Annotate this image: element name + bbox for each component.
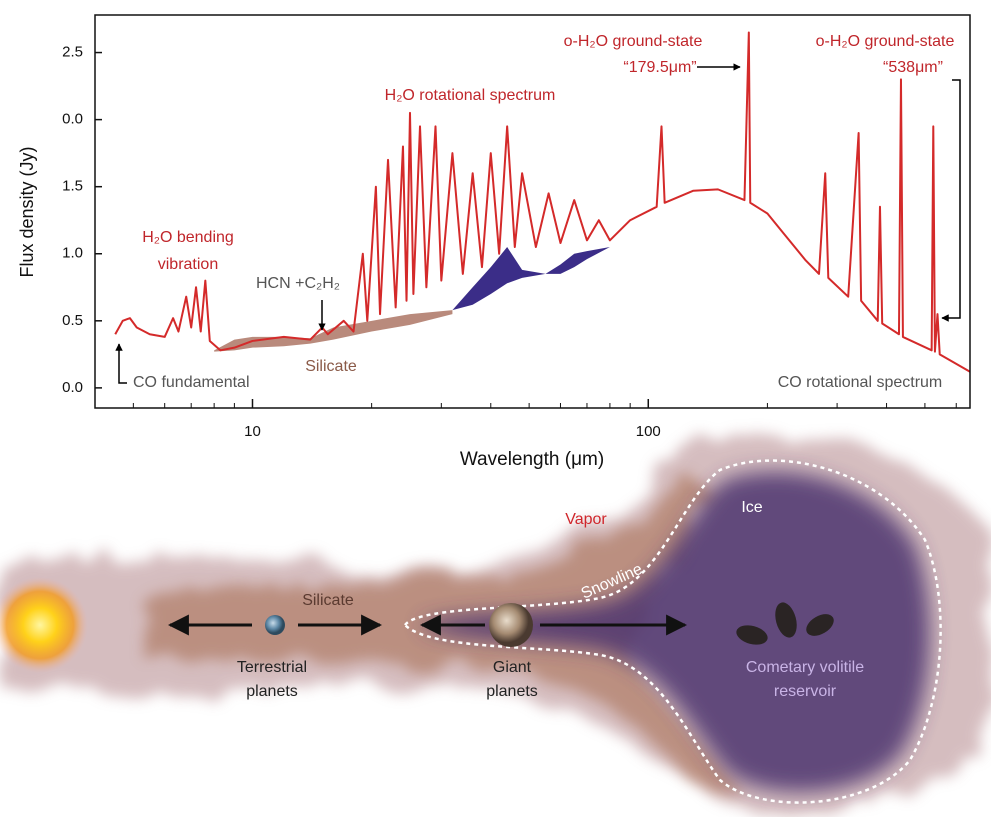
- y-tick-label: 0.0: [62, 379, 83, 396]
- diagram-label: reservoir: [774, 683, 837, 700]
- annotation: o-H₂O ground-state: [816, 33, 955, 50]
- snowline: [403, 459, 942, 804]
- annotation: o-H₂O ground-state: [564, 33, 703, 50]
- annotation: H₂O rotational spectrum: [385, 87, 556, 104]
- y-tick-label: 1.5: [62, 178, 83, 195]
- y-tick-label: 1.0: [62, 245, 83, 262]
- comet: [775, 602, 797, 638]
- sun: [0, 577, 88, 673]
- diagram-label: Giant: [493, 659, 532, 676]
- y-tick-label: 0.0: [62, 111, 83, 128]
- diagram-label: Vapor: [565, 511, 607, 528]
- diagram-label: Ice: [741, 499, 762, 516]
- y-tick-label: 2.5: [62, 44, 83, 61]
- x-tick-label: 10: [244, 423, 261, 440]
- earth: [265, 615, 285, 635]
- x-axis-label: Wavelength (μm): [460, 449, 604, 470]
- diagram-label: planets: [246, 683, 298, 700]
- feature-area: [452, 247, 610, 311]
- annotation: “538μm”: [883, 59, 943, 76]
- diagram-label: Silicate: [302, 592, 354, 609]
- jupiter: [489, 603, 533, 647]
- y-tick-label: 0.5: [62, 312, 83, 329]
- annotation-arrow: [941, 79, 961, 322]
- comet: [736, 625, 768, 645]
- annotation: HCN +C₂H₂: [256, 275, 340, 292]
- spectrum-line: [114, 31, 971, 373]
- diagram-label: Terrestrial: [237, 659, 307, 676]
- annotation: CO rotational spectrum: [778, 374, 943, 391]
- annotation: H₂O bending: [142, 229, 234, 246]
- diagram-label: planets: [486, 683, 538, 700]
- y-axis-label: Flux density (Jy): [17, 146, 37, 277]
- x-tick-label: 100: [636, 423, 661, 440]
- annotation: Silicate: [305, 358, 357, 375]
- annotation: CO fundamental: [133, 374, 250, 391]
- annotation: “179.5μm”: [623, 59, 696, 76]
- disk-illustration: VaporIceSnowlineSilicateTerrestrialplane…: [0, 434, 990, 812]
- diagram-label: Cometary volitile: [746, 659, 864, 676]
- comet: [806, 614, 834, 636]
- plot-frame: [94, 14, 971, 409]
- annotation: vibration: [158, 256, 218, 273]
- annotation-arrow: [115, 343, 127, 384]
